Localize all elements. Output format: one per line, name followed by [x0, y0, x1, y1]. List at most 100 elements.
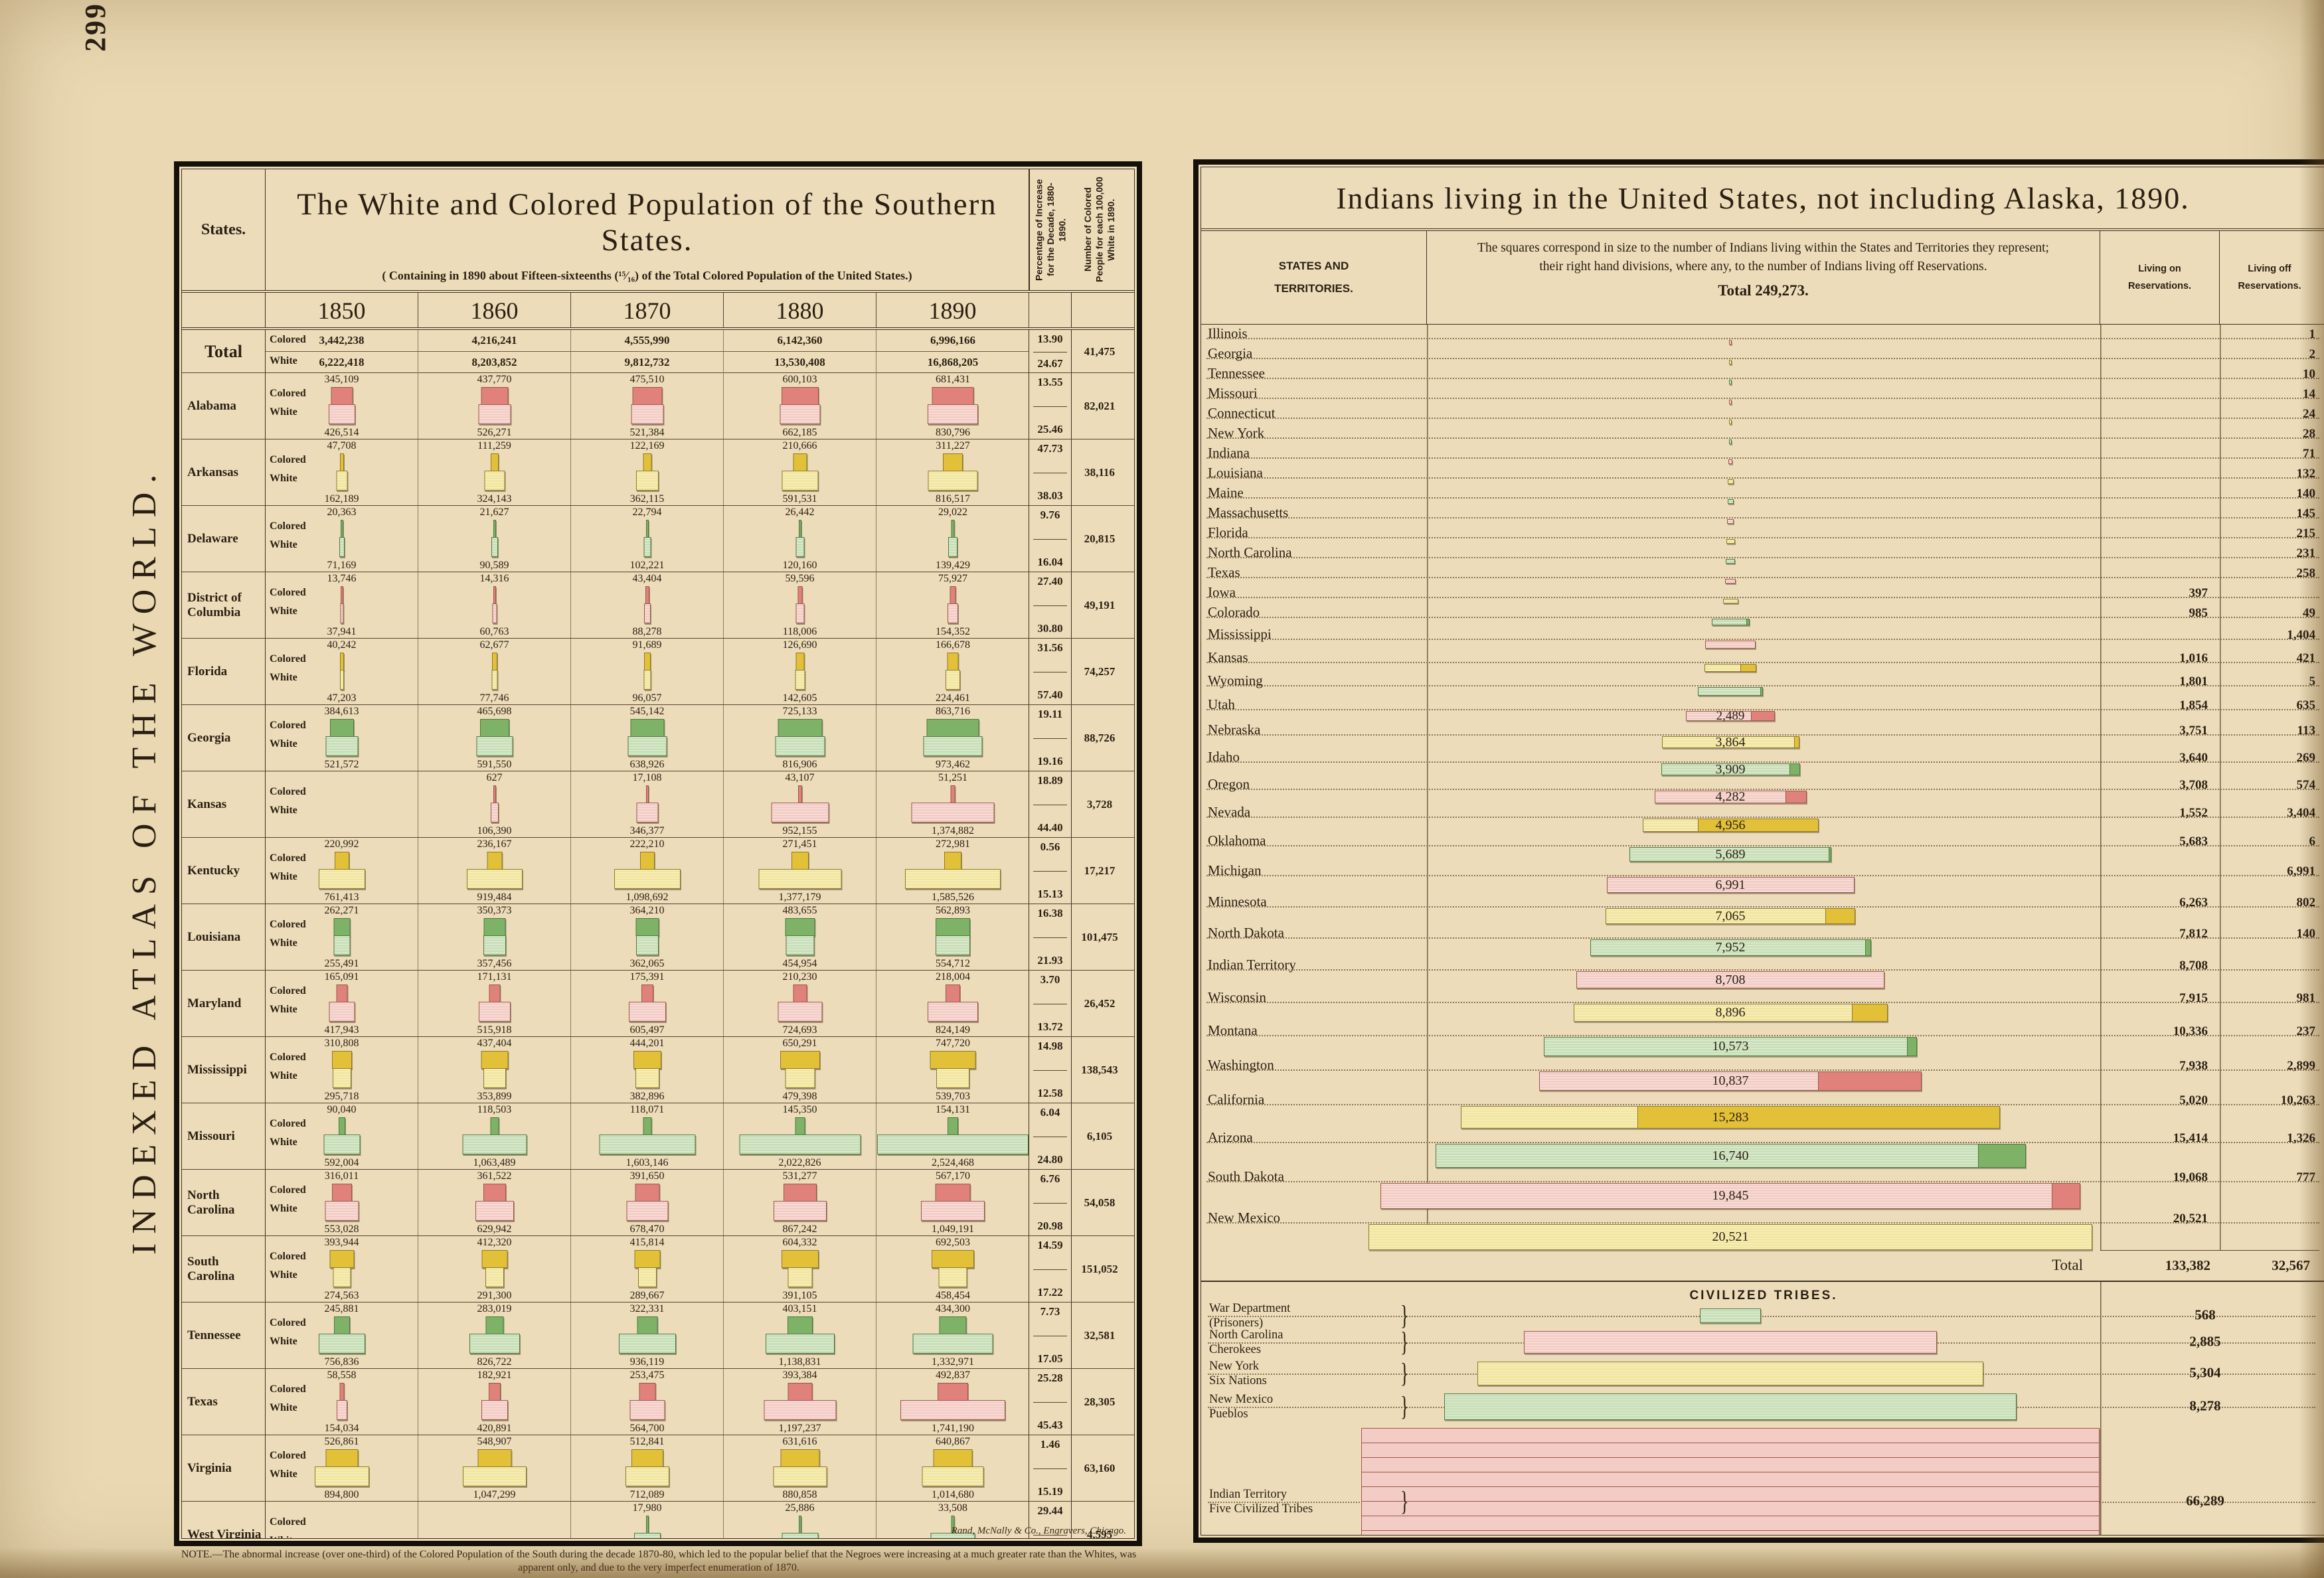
population-cell: 283,019 826,722	[418, 1302, 571, 1368]
total-value: 3,442,238	[266, 330, 418, 351]
table-row: North Carolina Colored White 316,011 553,028…	[182, 1170, 1134, 1236]
label-line: New York 28	[1201, 424, 2324, 441]
colored-bar	[338, 1117, 345, 1135]
population-cell: 33,508729,262	[876, 1502, 1029, 1538]
colored-bar	[331, 1051, 352, 1069]
dotted-leader	[1206, 1222, 2319, 1223]
colored-value: 465,698	[477, 706, 512, 717]
tribe-label: New Mexico Pueblos	[1209, 1392, 1273, 1421]
engraver-credit: Rand, McNally & Co., Engravers, Chicago.	[951, 1526, 1126, 1536]
row-kind-label: White	[270, 1203, 297, 1214]
colored-value: 272,981	[936, 838, 970, 850]
brace-glyph: }	[1400, 1326, 1409, 1358]
white-value: 2,022,826	[778, 1157, 821, 1168]
colored-value: 562,893	[936, 905, 970, 916]
colored-bar	[630, 719, 664, 737]
state-name: Indiana	[1208, 445, 1250, 461]
dotted-leader	[1206, 378, 2319, 379]
per100k-value: 32,581	[1084, 1328, 1116, 1342]
chart-row: Mississippi 1,404	[1201, 625, 2324, 649]
pct-cell: 27.40 30.80	[1029, 572, 1072, 638]
page-edge	[0, 1547, 2324, 1578]
pct-increase-white: 20.98	[1037, 1220, 1063, 1232]
colored-bar	[933, 1449, 973, 1467]
white-bar	[462, 1466, 527, 1486]
dotted-leader	[1206, 789, 2319, 790]
white-bar	[930, 1533, 975, 1538]
header-line: Living on	[2138, 264, 2181, 274]
population-cell: 111,259 324,143	[418, 439, 571, 505]
white-bar	[626, 1201, 668, 1221]
colored-bar	[336, 985, 347, 1002]
per100k-value: 17,217	[1084, 864, 1116, 877]
year-label: 1850	[266, 293, 418, 327]
civilized-tribes-section: CIVILIZED TRIBES. War Department (Prisone…	[1201, 1282, 2324, 1535]
population-square	[1729, 360, 1732, 364]
dotted-leader	[1206, 597, 2319, 598]
colored-bar	[493, 520, 496, 538]
white-bar	[948, 603, 958, 623]
white-value: 521,572	[324, 759, 359, 770]
off-reservation-value: 3,404	[2287, 806, 2315, 820]
white-bar	[764, 1400, 836, 1420]
row-kind-label: Colored	[270, 1052, 306, 1063]
off-reservation-value: 71	[2303, 447, 2315, 461]
pct-increase-white: 15.19	[1037, 1485, 1063, 1498]
state-name: Virginia	[182, 1435, 266, 1501]
living-on-reservations-header: Living on Reservations.	[2100, 231, 2220, 324]
off-reservation-division	[1740, 665, 1756, 671]
chart-row: Wyoming 1,801 5	[1201, 672, 2324, 696]
chart-row: Kansas 1,016 421	[1201, 649, 2324, 672]
white-value: 2,524,468	[932, 1157, 974, 1168]
off-reservation-value: 28	[2303, 427, 2315, 441]
label-line: North Carolina 231	[1201, 544, 2324, 560]
population-cell: 210,230 724,693	[724, 971, 876, 1036]
colored-bar	[483, 918, 505, 936]
white-bar	[314, 1466, 369, 1486]
state-name: Idaho	[1208, 749, 1240, 765]
off-reservation-value: 1	[2309, 327, 2316, 341]
white-bar	[332, 1068, 351, 1088]
tribe-label-line: Indian Territory	[1209, 1487, 1287, 1501]
civilized-tribes-header: CIVILIZED TRIBES.	[1689, 1289, 1838, 1302]
label-line: Minnesota 6,263 802	[1201, 893, 2324, 909]
white-value: 591,550	[477, 759, 512, 770]
state-name: Arkansas	[182, 439, 266, 505]
population-cell: 118,503 1,063,489	[418, 1103, 571, 1169]
white-bar	[614, 869, 681, 889]
colored-value: 210,230	[782, 971, 817, 983]
white-value: 1,138,831	[778, 1356, 821, 1368]
states-column-header: States.	[182, 169, 266, 290]
pyramid-rows: Illinois 1 Georgia 2 Tennessee 10 Missouri 14 Co…	[1201, 325, 2324, 1250]
colored-bar	[645, 785, 649, 803]
divider	[1033, 937, 1067, 938]
row-kind-label: White	[270, 738, 297, 750]
white-value: 102,221	[629, 560, 665, 571]
colored-value: 253,475	[629, 1370, 665, 1381]
white-bar	[912, 1334, 993, 1354]
dotted-leader	[1206, 734, 2319, 736]
state-name: Arizona	[1208, 1129, 1253, 1145]
on-reservation-value: 3,640	[2179, 751, 2208, 765]
population-cell: 322,331 936,119	[571, 1302, 724, 1368]
population-cell: 531,277 867,242	[724, 1170, 876, 1235]
colored-value: 17,980	[632, 1502, 662, 1514]
colored-bar	[932, 1250, 974, 1268]
white-bar	[936, 935, 970, 955]
population-square: 2,489	[1686, 709, 1775, 723]
southern-states-chart-panel: States. The White and Colored Population…	[174, 161, 1142, 1546]
white-value: 830,796	[936, 427, 970, 438]
chart-row: Illinois 1	[1201, 325, 2324, 345]
population-cell: 245,881 756,836	[266, 1302, 418, 1368]
spine-title: INDEXED ATLAS OF THE WORLD.	[125, 465, 163, 1255]
colored-bar	[783, 1184, 817, 1202]
state-cells: Colored White 316,011 553,028 361,522 629,942…	[266, 1170, 1029, 1235]
colored-value: 21,627	[479, 507, 509, 518]
state-name: Kentucky	[182, 838, 266, 904]
dotted-leader	[1206, 875, 2319, 876]
chart-row: Indiana 71	[1201, 444, 2324, 464]
colored-value: 863,716	[936, 706, 970, 717]
total-line: 3,442,238 4,216,241 4,555,990 6,142,360 6,99…	[266, 330, 1029, 352]
white-value: 417,943	[324, 1024, 359, 1036]
white-value: 118,006	[782, 626, 817, 637]
